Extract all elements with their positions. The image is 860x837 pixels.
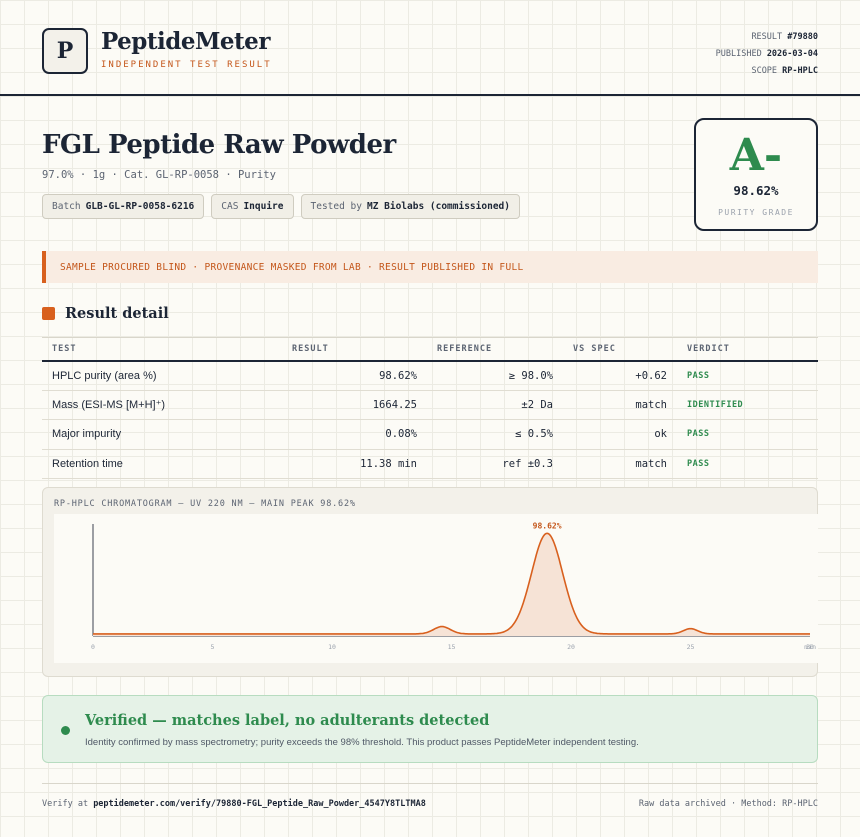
col-test: TEST xyxy=(42,337,282,362)
grade-label: PURITY GRADE xyxy=(718,208,794,217)
cell-test: HPLC purity (area %) xyxy=(42,360,282,391)
verify-link[interactable]: peptidemeter.com/verify/79880-FGL_Peptid… xyxy=(93,799,426,809)
brand-tagline: INDEPENDENT TEST RESULT xyxy=(101,60,272,70)
x-tick-label: 20 xyxy=(567,643,575,651)
cell-test: Mass (ESI-MS [M+H]⁺) xyxy=(42,390,282,420)
result-meta: RESULT #79880 PUBLISHED 2026-03-04 SCOPE… xyxy=(716,29,818,80)
x-tick-label: 0 xyxy=(91,643,95,651)
cell-reference: ±2 Da xyxy=(427,390,563,420)
chromatogram-trace xyxy=(93,532,810,635)
product-chips: Batch GLB-GL-RP-0058-6216 CAS Inquire Test… xyxy=(42,194,520,219)
grade-value: 98.62% xyxy=(733,183,779,198)
footer-verify: Verify at peptidemeter.com/verify/79880-… xyxy=(42,799,426,809)
cell-result: 11.38 min xyxy=(282,449,427,479)
chromatogram-card: RP-HPLC CHROMATOGRAM — UV 220 NM — MAIN … xyxy=(42,487,818,677)
cell-result: 0.08% xyxy=(282,419,427,450)
cell-reference: ref ±0.3 xyxy=(427,449,563,479)
chart-title: RP-HPLC CHROMATOGRAM — UV 220 NM — MAIN … xyxy=(54,499,356,509)
verified-title: Verified — matches label, no adulterants… xyxy=(85,712,490,729)
cell-test: Retention time xyxy=(42,449,282,479)
verified-text: Identity confirmed by mass spectrometry;… xyxy=(85,737,639,748)
table-row: HPLC purity (area %) 98.62% ≥ 98.0% +0.6… xyxy=(42,360,818,391)
cell-verdict: PASS xyxy=(677,419,818,450)
x-unit-label: min xyxy=(804,643,816,651)
chromatogram-area xyxy=(93,533,810,636)
table-row: Retention time 11.38 min ref ±0.3 match … xyxy=(42,449,818,479)
cell-verdict: PASS xyxy=(677,449,818,479)
col-vs-spec: VS SPEC xyxy=(563,337,677,362)
table-header-row: TEST RESULT REFERENCE VS SPEC VERDICT xyxy=(42,337,818,362)
grade-letter: A- xyxy=(729,130,783,181)
chart-area: 98.62% 0 5 10 15 20 25 30 min xyxy=(54,514,818,663)
col-verdict: VERDICT xyxy=(677,337,818,362)
cell-reference: ≤ 0.5% xyxy=(427,419,563,450)
brand-name: PeptideMeter xyxy=(101,28,270,55)
cell-vs-spec: ok xyxy=(563,419,677,450)
cell-vs-spec: +0.62 xyxy=(563,360,677,391)
page-header: P PeptideMeter INDEPENDENT TEST RESULT R… xyxy=(0,0,860,96)
cas-chip: CAS Inquire xyxy=(211,194,294,219)
cell-vs-spec: match xyxy=(563,449,677,479)
verified-dot-icon xyxy=(61,726,70,735)
cell-verdict: PASS xyxy=(677,360,818,391)
x-tick-label: 30 xyxy=(806,643,814,651)
col-result: RESULT xyxy=(282,337,427,362)
verified-banner: Verified — matches label, no adulterants… xyxy=(42,695,818,763)
product-title: FGL Peptide Raw Powder xyxy=(42,130,396,160)
x-tick-label: 25 xyxy=(687,643,695,651)
x-tick-label: 15 xyxy=(448,643,456,651)
logo-icon: P xyxy=(42,28,88,74)
cell-result: 98.62% xyxy=(282,360,427,391)
cell-test: Major impurity xyxy=(42,419,282,450)
footer-divider xyxy=(42,783,818,784)
blind-notice: SAMPLE PROCURED BLIND · PROVENANCE MASKE… xyxy=(42,251,818,283)
meta-result: RESULT #79880 xyxy=(751,32,818,42)
col-reference: REFERENCE xyxy=(427,337,563,362)
cell-reference: ≥ 98.0% xyxy=(427,360,563,391)
cell-vs-spec: match xyxy=(563,390,677,420)
x-tick-label: 10 xyxy=(328,643,336,651)
cell-verdict: IDENTIFIED xyxy=(677,390,818,420)
result-table: TEST RESULT REFERENCE VS SPEC VERDICT HP… xyxy=(42,337,818,479)
footer-archive-note: Raw data archived · Method: RP-HPLC xyxy=(638,799,818,809)
meta-scope: SCOPE RP-HPLC xyxy=(751,66,818,76)
x-tick-label: 5 xyxy=(211,643,215,651)
table-row: Major impurity 0.08% ≤ 0.5% ok PASS xyxy=(42,419,818,450)
cell-result: 1664.25 xyxy=(282,390,427,420)
table-row: Mass (ESI-MS [M+H]⁺) 1664.25 ±2 Da match… xyxy=(42,390,818,420)
tested-by-chip: Tested by MZ Biolabs (commissioned) xyxy=(300,194,520,219)
meta-published: PUBLISHED 2026-03-04 xyxy=(715,49,818,59)
section-title: Result detail xyxy=(65,305,169,322)
section-marker-icon xyxy=(42,307,55,320)
section-header: Result detail xyxy=(42,305,169,322)
product-subline: 97.0% · 1g · Cat. GL-RP-0058 · Purity xyxy=(42,169,276,181)
peak-label: 98.62% xyxy=(533,521,562,530)
batch-chip: Batch GLB-GL-RP-0058-6216 xyxy=(42,194,205,219)
grade-card: A- 98.62% PURITY GRADE xyxy=(694,118,818,231)
